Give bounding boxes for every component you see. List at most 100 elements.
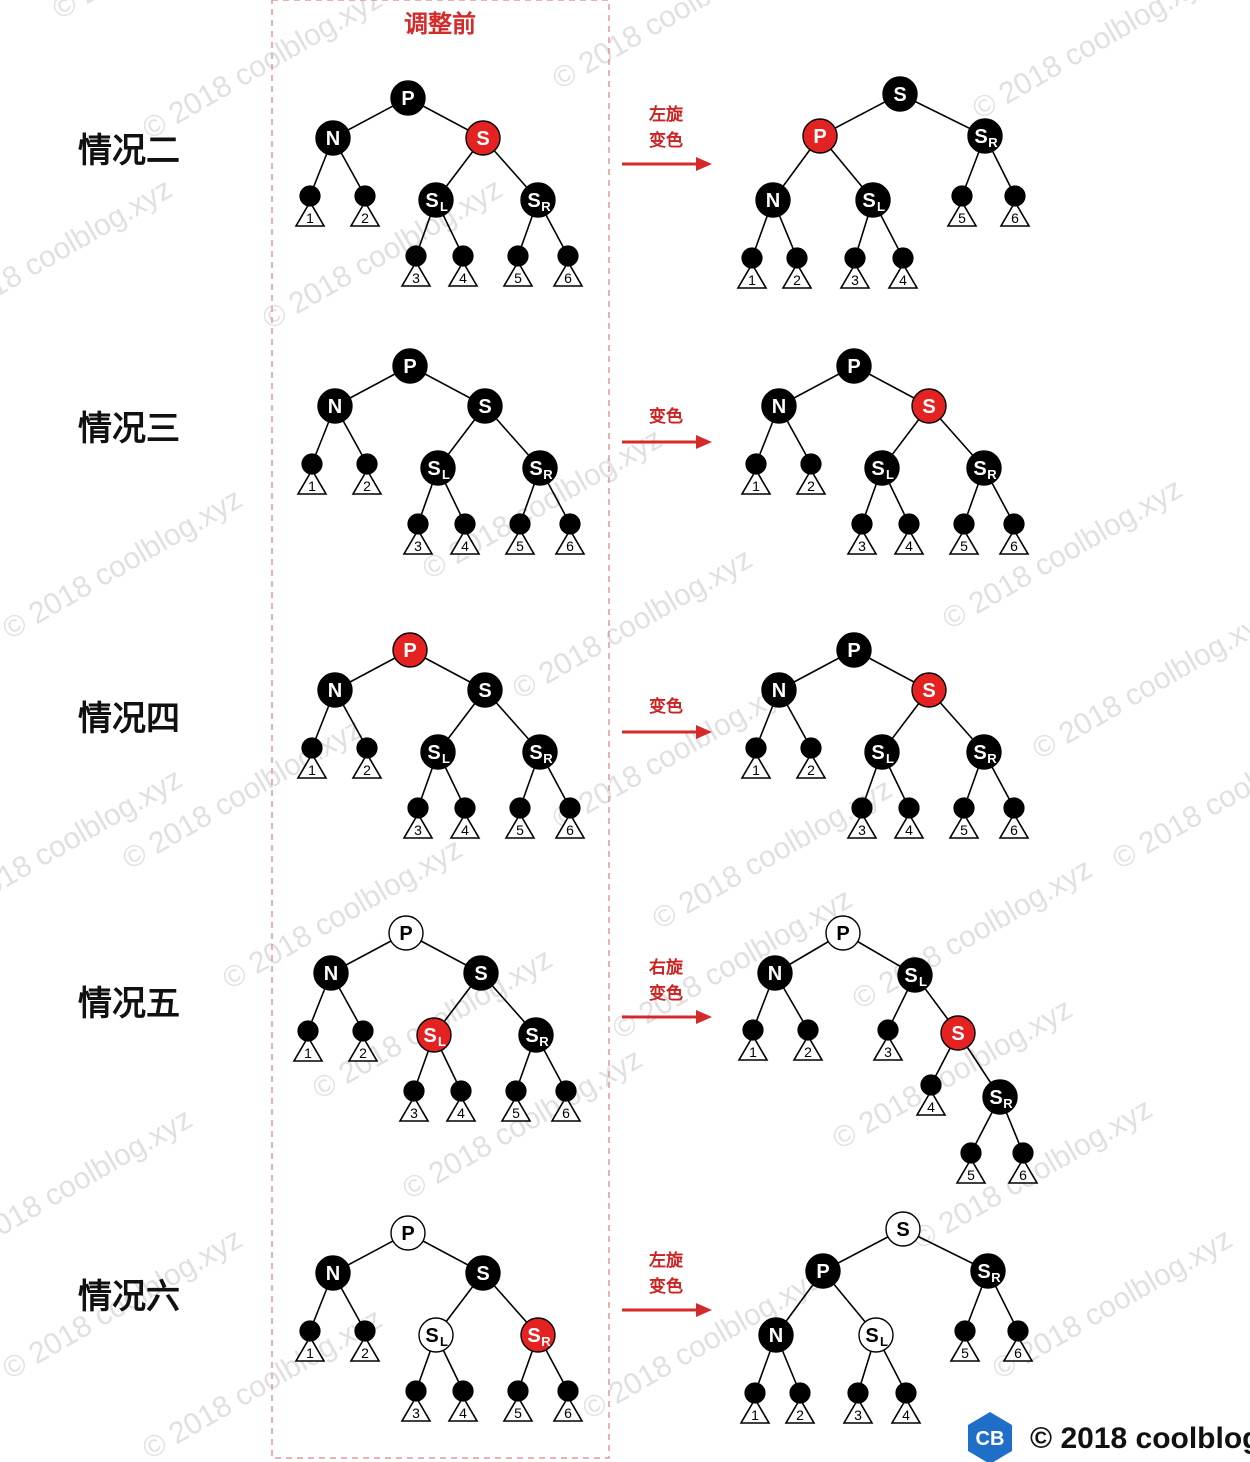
nil-node-circle bbox=[454, 513, 476, 535]
nil-node-circle bbox=[555, 1080, 577, 1102]
node-circle bbox=[982, 1079, 1018, 1115]
leaf-node: 3 bbox=[398, 1080, 430, 1122]
leaf-node: 3 bbox=[400, 245, 432, 287]
subtree-label: 6 bbox=[1010, 538, 1018, 554]
subtree-triangle bbox=[999, 200, 1031, 227]
leaf-node: 6 bbox=[552, 245, 584, 287]
node-label: S bbox=[427, 742, 440, 764]
watermark-text: © 2018 coolblog.xyz bbox=[1027, 602, 1250, 766]
subtree-triangle bbox=[946, 200, 978, 227]
subtree-triangle bbox=[737, 1034, 769, 1061]
nil-node-circle bbox=[953, 513, 975, 535]
subtree-triangle bbox=[893, 812, 925, 839]
nil-node-circle bbox=[1007, 1320, 1029, 1342]
nil-node-circle bbox=[744, 1382, 766, 1404]
subtree-label: 2 bbox=[807, 762, 815, 778]
nil-node-circle bbox=[505, 1080, 527, 1102]
case-label: 情况六 bbox=[78, 1277, 180, 1317]
subtree-label: 2 bbox=[361, 210, 369, 226]
node-circle bbox=[388, 915, 424, 951]
node-circle bbox=[418, 1317, 454, 1353]
subtree-label: 3 bbox=[858, 822, 866, 838]
tree-node: P bbox=[390, 80, 426, 116]
nil-node-circle bbox=[1003, 513, 1025, 535]
node-label-subscript: R bbox=[543, 467, 553, 482]
arrow-head-icon bbox=[696, 435, 712, 449]
node-label: N bbox=[768, 963, 782, 985]
node-circle bbox=[463, 955, 499, 991]
node-circle bbox=[416, 1017, 452, 1053]
node-circle bbox=[882, 76, 918, 112]
node-label: S bbox=[977, 1261, 990, 1283]
subtree-label: 4 bbox=[905, 538, 913, 554]
leaf-node: 4 bbox=[893, 797, 925, 839]
subtree-label: 1 bbox=[752, 762, 760, 778]
node-circle bbox=[836, 348, 872, 384]
subtree-triangle bbox=[349, 1335, 381, 1362]
tree-before: PN S1 2S L S R3 4 5 6 bbox=[296, 348, 586, 555]
leaf-node: 3 bbox=[839, 247, 871, 289]
subtree-label: 2 bbox=[363, 762, 371, 778]
subtree-label: 5 bbox=[960, 822, 968, 838]
nil-node-circle bbox=[507, 245, 529, 267]
tree-node: S bbox=[882, 76, 918, 112]
node-label: S bbox=[527, 1325, 540, 1347]
tree-node: N bbox=[761, 672, 797, 708]
subtree-triangle bbox=[349, 200, 381, 227]
node-label: S bbox=[871, 458, 884, 480]
nil-node-circle bbox=[1004, 185, 1026, 207]
subtree-triangle bbox=[500, 1095, 532, 1122]
tree-node: S bbox=[463, 955, 499, 991]
subtree-label: 5 bbox=[960, 538, 968, 554]
arrow-head-icon bbox=[696, 1010, 712, 1024]
node-label: S bbox=[896, 1219, 909, 1241]
tree-node: N bbox=[755, 182, 791, 218]
leaf-node: 2 bbox=[347, 1020, 379, 1062]
node-circle bbox=[392, 632, 428, 668]
node-label-subscript: R bbox=[541, 1334, 551, 1349]
nil-node-circle bbox=[954, 1320, 976, 1342]
action-label: 变色 bbox=[649, 983, 683, 1004]
subtree-triangle bbox=[449, 812, 481, 839]
leaf-node: 4 bbox=[445, 1080, 477, 1122]
node-label: S bbox=[476, 128, 489, 150]
leaf-node: 4 bbox=[887, 247, 919, 289]
node-circle bbox=[761, 672, 797, 708]
node-label-subscript: R bbox=[991, 1270, 1001, 1285]
tree-node: N bbox=[315, 1255, 351, 1291]
tree-node: P bbox=[802, 118, 838, 154]
subtree-triangle bbox=[998, 812, 1030, 839]
subtree-label: 6 bbox=[1011, 210, 1019, 226]
leaf-node: 2 bbox=[349, 185, 381, 227]
subtree-label: 5 bbox=[512, 1105, 520, 1121]
node-label-subscript: L bbox=[919, 974, 927, 989]
tree-node: N bbox=[757, 955, 793, 991]
node-circle bbox=[313, 955, 349, 991]
action-label: 变色 bbox=[649, 696, 683, 717]
node-label: S bbox=[904, 965, 917, 987]
node-circle bbox=[755, 182, 791, 218]
node-label: S bbox=[427, 458, 440, 480]
tree-node: N bbox=[758, 1317, 794, 1353]
nil-node-circle bbox=[851, 797, 873, 819]
node-circle bbox=[315, 1255, 351, 1291]
node-circle bbox=[911, 672, 947, 708]
tree-node: S bbox=[911, 672, 947, 708]
subtree-label: 2 bbox=[361, 1345, 369, 1361]
nil-node-circle bbox=[450, 1080, 472, 1102]
node-label: P bbox=[847, 356, 860, 378]
tree-node: N bbox=[315, 120, 351, 156]
node-label-subscript: L bbox=[880, 1334, 888, 1349]
node-circle bbox=[315, 120, 351, 156]
node-label-subscript: L bbox=[438, 1034, 446, 1049]
case-label: 情况五 bbox=[78, 984, 180, 1024]
nil-node-circle bbox=[299, 1320, 321, 1342]
subtree-triangle bbox=[1007, 1157, 1039, 1184]
nil-node-circle bbox=[356, 737, 378, 759]
node-label: S bbox=[425, 1325, 438, 1347]
tree-node: P bbox=[392, 632, 428, 668]
